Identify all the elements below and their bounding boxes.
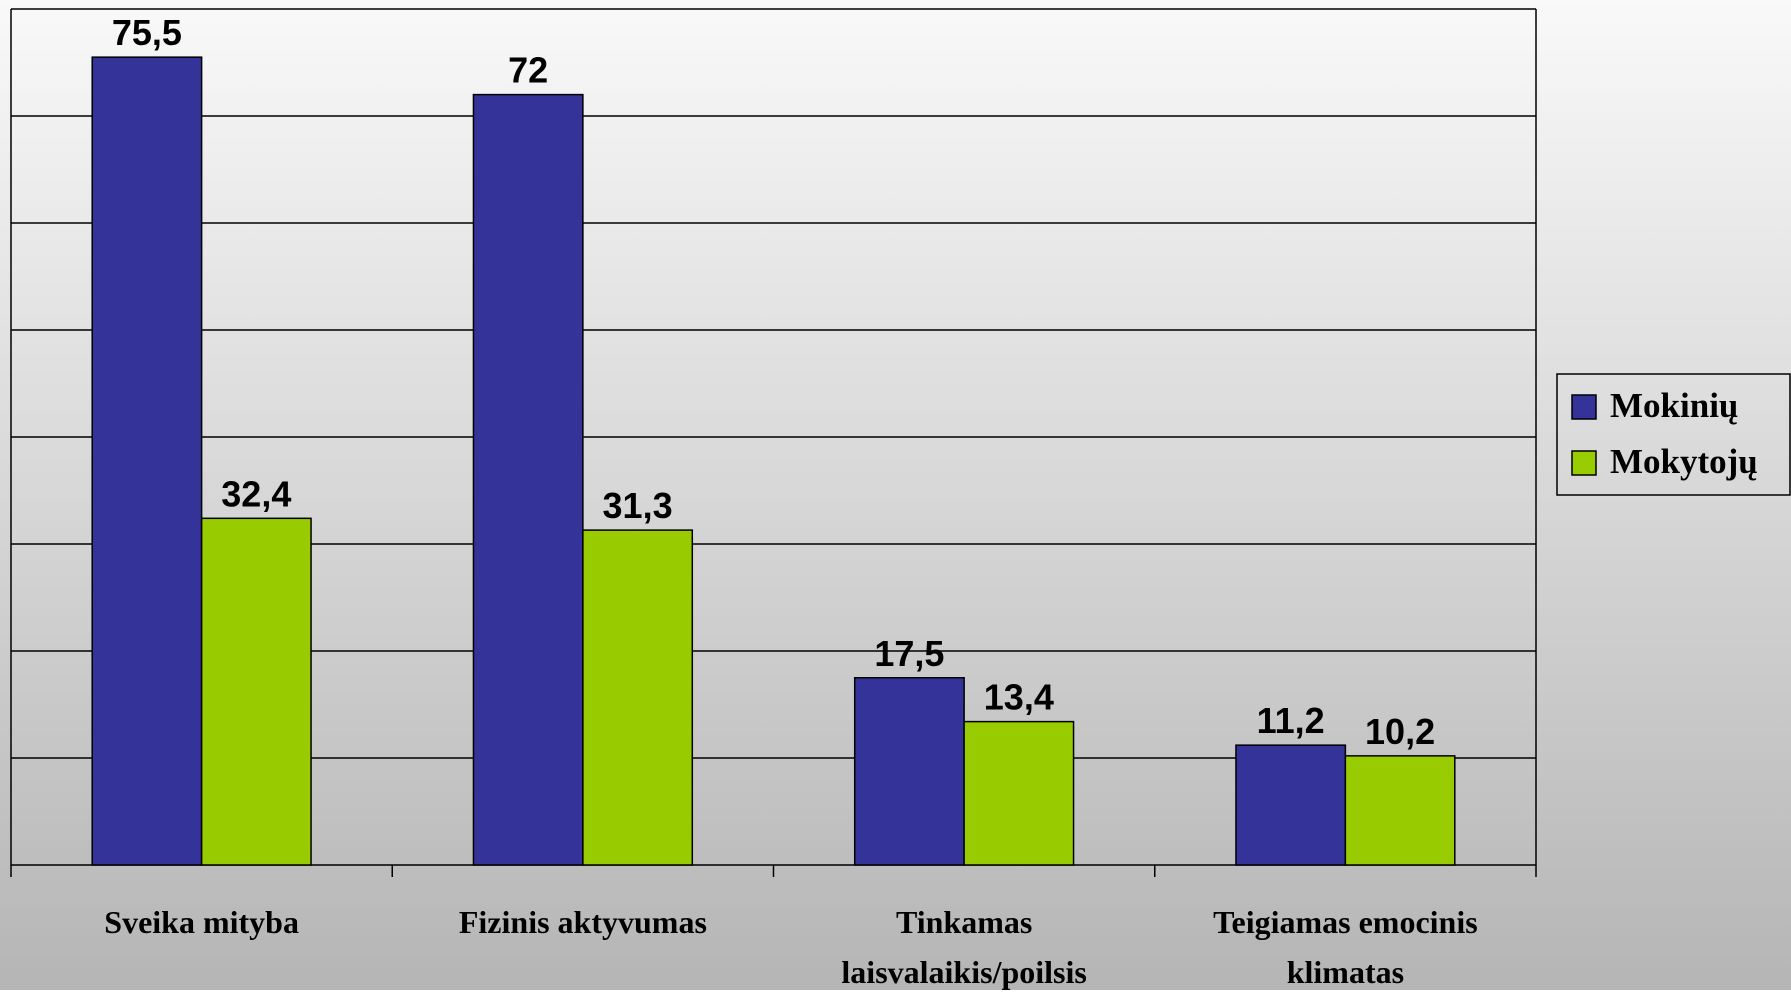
legend-box — [1556, 373, 1791, 496]
legend-label: Mokinių — [1610, 386, 1738, 425]
bar — [200, 517, 312, 866]
data-label: 75,5 — [112, 12, 182, 53]
bar — [472, 93, 584, 866]
x-tick-label: Sveika mityba — [104, 904, 299, 940]
x-tick-label: Fizinis aktyvumas — [458, 904, 707, 940]
legend-swatch — [1571, 394, 1597, 420]
legend-label: Mokytojų — [1610, 442, 1758, 481]
bar — [1235, 744, 1347, 866]
data-label: 11,2 — [1257, 700, 1325, 741]
x-tick-label: Teigiamas emocinis klimatas — [1213, 904, 1478, 990]
bar — [582, 529, 694, 866]
data-label: 72 — [508, 50, 548, 91]
data-label: 17,5 — [874, 633, 944, 674]
data-label: 32,4 — [221, 473, 291, 514]
x-tick-label: Tinkamas laisvalaikis/poilsis — [841, 904, 1087, 990]
data-label: 10,2 — [1365, 711, 1435, 752]
legend-swatch — [1571, 450, 1597, 476]
data-label: 13,4 — [984, 677, 1054, 718]
data-label: 31,3 — [603, 485, 673, 526]
bar — [963, 720, 1075, 866]
bar — [853, 677, 965, 866]
bar — [91, 56, 203, 866]
bar — [1344, 755, 1456, 866]
